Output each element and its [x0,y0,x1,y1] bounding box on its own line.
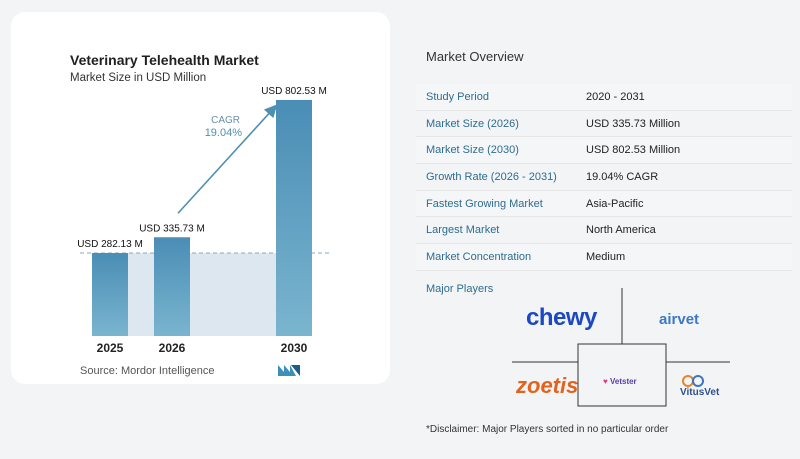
row-value: USD 802.53 Million [586,144,681,157]
row-value: Medium [586,250,626,263]
airvet-logo: airvet [659,311,700,328]
vetster-label: Vetster [609,377,637,386]
row-value: Asia-Pacific [586,197,644,210]
table-row: Growth Rate (2026 - 2031) 19.04% CAGR [416,164,792,191]
overview-table: Study Period 2020 - 2031 Market Size (202… [416,84,792,271]
vitusvet-logo: VitusVet [680,375,720,398]
bar-2025 [92,253,128,336]
table-row: Study Period 2020 - 2031 [416,84,792,111]
table-row: Fastest Growing Market Asia-Pacific [416,190,792,218]
chewy-logo: chewy [526,304,597,331]
cagr-arrow [177,104,278,214]
table-row: Market Concentration Medium [416,244,792,271]
disclaimer-text: *Disclaimer: Major Players sorted in no … [426,424,669,435]
table-row: Market Size (2030) USD 802.53 Million [416,137,792,165]
source-text: Source: Mordor Intelligence [80,365,215,377]
zoetis-logo: zoetis [516,373,579,398]
cagr-label: CAGR [211,115,240,126]
table-row: Market Size (2026) USD 335.73 Million [416,111,792,138]
vetster-logo: ♥ Vetster [603,377,637,386]
cagr-value: 19.04% [205,127,243,139]
vitusvet-label: VitusVet [680,387,720,398]
table-row: Largest Market North America [416,217,792,245]
row-key: Fastest Growing Market [426,197,543,210]
row-value: USD 335.73 Million [586,117,681,130]
row-key: Study Period [426,90,489,103]
x-tick-2030: 2030 [281,341,308,355]
vitusvet-paw-icon [682,375,704,387]
data-label-2026: USD 335.73 M [139,223,205,234]
row-key: Market Size (2026) [426,117,519,130]
major-players-title: Major Players [426,283,494,295]
chart-title: Veterinary Telehealth Market [70,52,259,68]
row-value: 19.04% CAGR [586,170,659,183]
vetster-heart-icon: ♥ [603,377,608,386]
row-key: Growth Rate (2026 - 2031) [426,170,557,183]
row-value: North America [586,224,656,237]
data-label-2030: USD 802.53 M [261,86,327,97]
x-tick-2026: 2026 [159,341,186,355]
overview-title: Market Overview [426,49,524,64]
row-key: Market Size (2030) [426,144,519,157]
bar-2026 [154,237,190,336]
chart-subtitle: Market Size in USD Million [70,72,207,84]
mordor-logo-icon [278,365,300,376]
bar-2030 [276,99,312,336]
row-key: Market Concentration [426,250,532,263]
x-tick-2025: 2025 [97,341,124,355]
row-key: Largest Market [426,224,500,237]
row-value: 2020 - 2031 [586,90,645,103]
data-label-2025: USD 282.13 M [77,239,143,250]
baseline-shade [92,253,312,336]
